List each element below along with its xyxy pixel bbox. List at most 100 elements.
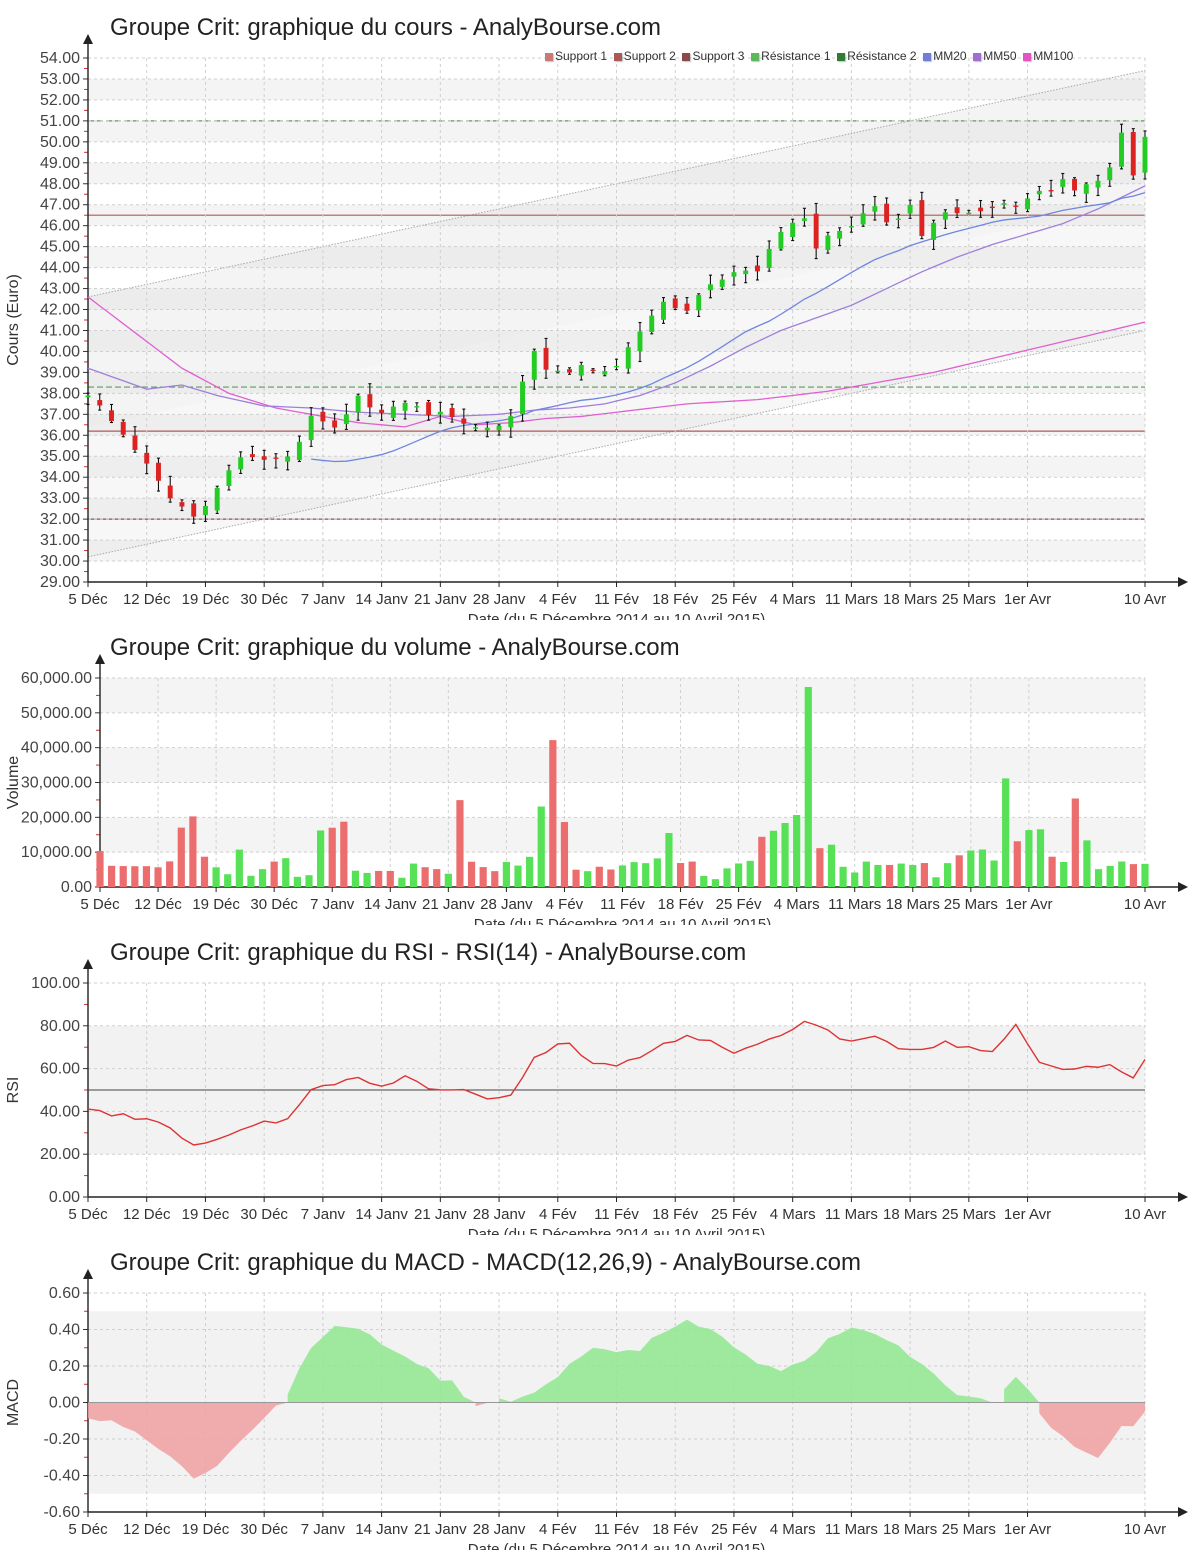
svg-text:11 Fév: 11 Fév <box>594 591 639 608</box>
svg-text:11 Mars: 11 Mars <box>825 591 878 608</box>
svg-text:18 Fév: 18 Fév <box>658 896 704 913</box>
svg-text:48.00: 48.00 <box>40 176 80 193</box>
svg-text:25 Fév: 25 Fév <box>711 591 757 608</box>
svg-text:Date (du 5 Décembre 2014 au 10: Date (du 5 Décembre 2014 au 10 Avril 201… <box>468 1226 765 1235</box>
svg-text:7 Janv: 7 Janv <box>310 896 355 913</box>
svg-text:4 Fév: 4 Fév <box>539 1206 577 1223</box>
svg-text:20.00: 20.00 <box>40 1146 80 1163</box>
svg-text:28 Janv: 28 Janv <box>473 591 526 608</box>
svg-text:52.00: 52.00 <box>40 92 80 109</box>
svg-text:4 Mars: 4 Mars <box>774 896 820 913</box>
svg-text:40.00: 40.00 <box>40 1103 80 1120</box>
svg-text:10 Avr: 10 Avr <box>1124 1206 1166 1223</box>
svg-text:18 Mars: 18 Mars <box>883 591 937 608</box>
svg-text:51.00: 51.00 <box>40 113 80 130</box>
svg-text:0.60: 0.60 <box>49 1285 80 1302</box>
svg-text:54.00: 54.00 <box>40 50 80 67</box>
svg-text:46.00: 46.00 <box>40 218 80 235</box>
svg-text:4 Mars: 4 Mars <box>770 1521 816 1538</box>
svg-text:4 Fév: 4 Fév <box>546 896 584 913</box>
svg-text:42.00: 42.00 <box>40 302 80 319</box>
svg-text:47.00: 47.00 <box>40 197 80 214</box>
svg-text:0.40: 0.40 <box>49 1322 80 1339</box>
svg-text:11 Mars: 11 Mars <box>828 896 881 913</box>
svg-text:-0.60: -0.60 <box>44 1504 81 1521</box>
svg-text:19 Déc: 19 Déc <box>182 1206 230 1223</box>
svg-text:25 Fév: 25 Fév <box>711 1206 757 1223</box>
svg-text:4 Mars: 4 Mars <box>770 591 816 608</box>
svg-text:5 Déc: 5 Déc <box>80 896 120 913</box>
svg-text:Volume: Volume <box>5 756 22 809</box>
svg-text:40,000.00: 40,000.00 <box>21 740 92 757</box>
svg-text:60.00: 60.00 <box>40 1061 80 1078</box>
svg-text:29.00: 29.00 <box>40 574 80 591</box>
svg-text:14 Janv: 14 Janv <box>355 1206 408 1223</box>
svg-text:4 Mars: 4 Mars <box>770 1206 816 1223</box>
svg-text:0.00: 0.00 <box>61 879 92 896</box>
svg-text:100.00: 100.00 <box>31 975 80 992</box>
svg-text:38.00: 38.00 <box>40 385 80 402</box>
svg-text:39.00: 39.00 <box>40 364 80 381</box>
svg-text:18 Mars: 18 Mars <box>883 1206 937 1223</box>
svg-text:30 Déc: 30 Déc <box>240 1206 288 1223</box>
svg-text:11 Fév: 11 Fév <box>594 1206 639 1223</box>
svg-text:25 Mars: 25 Mars <box>942 1206 996 1223</box>
svg-text:5 Déc: 5 Déc <box>68 591 108 608</box>
svg-text:49.00: 49.00 <box>40 155 80 172</box>
svg-text:1er Avr: 1er Avr <box>1005 896 1052 913</box>
svg-text:5 Déc: 5 Déc <box>68 1521 108 1538</box>
svg-text:50,000.00: 50,000.00 <box>21 705 92 722</box>
svg-text:28 Janv: 28 Janv <box>473 1206 526 1223</box>
svg-text:7 Janv: 7 Janv <box>301 591 346 608</box>
svg-text:50.00: 50.00 <box>40 134 80 151</box>
svg-text:Date (du 5 Décembre 2014 au 10: Date (du 5 Décembre 2014 au 10 Avril 201… <box>468 1541 765 1550</box>
svg-text:45.00: 45.00 <box>40 239 80 256</box>
svg-text:37.00: 37.00 <box>40 406 80 423</box>
svg-text:11 Fév: 11 Fév <box>594 1521 639 1538</box>
svg-text:31.00: 31.00 <box>40 532 80 549</box>
svg-text:18 Mars: 18 Mars <box>886 896 940 913</box>
svg-text:MACD: MACD <box>5 1379 22 1426</box>
svg-text:21 Janv: 21 Janv <box>414 1521 467 1538</box>
svg-text:41.00: 41.00 <box>40 322 80 339</box>
svg-text:12 Déc: 12 Déc <box>123 1206 171 1223</box>
svg-text:Date (du 5 Décembre 2014 au 10: Date (du 5 Décembre 2014 au 10 Avril 201… <box>468 611 765 620</box>
svg-text:4 Fév: 4 Fév <box>539 1521 577 1538</box>
svg-text:Cours (Euro): Cours (Euro) <box>5 274 22 366</box>
svg-text:5 Déc: 5 Déc <box>68 1206 108 1223</box>
svg-text:20,000.00: 20,000.00 <box>21 809 92 826</box>
svg-text:0.00: 0.00 <box>49 1189 80 1206</box>
svg-text:10 Avr: 10 Avr <box>1124 591 1166 608</box>
svg-text:4 Fév: 4 Fév <box>539 591 577 608</box>
svg-text:Date (du 5 Décembre 2014 au 10: Date (du 5 Décembre 2014 au 10 Avril 201… <box>474 916 771 925</box>
svg-text:25 Mars: 25 Mars <box>944 896 998 913</box>
svg-text:-0.20: -0.20 <box>44 1431 81 1448</box>
svg-text:43.00: 43.00 <box>40 281 80 298</box>
svg-text:14 Janv: 14 Janv <box>364 896 417 913</box>
svg-text:30 Déc: 30 Déc <box>240 591 288 608</box>
svg-text:RSI: RSI <box>5 1077 22 1104</box>
svg-text:0.20: 0.20 <box>49 1358 80 1375</box>
svg-text:1er Avr: 1er Avr <box>1004 591 1051 608</box>
svg-text:33.00: 33.00 <box>40 490 80 507</box>
svg-text:30.00: 30.00 <box>40 553 80 570</box>
svg-text:11 Mars: 11 Mars <box>825 1206 878 1223</box>
svg-text:7 Janv: 7 Janv <box>301 1521 346 1538</box>
svg-text:11 Fév: 11 Fév <box>600 896 645 913</box>
svg-text:19 Déc: 19 Déc <box>182 591 230 608</box>
svg-text:12 Déc: 12 Déc <box>134 896 182 913</box>
svg-text:18 Fév: 18 Fév <box>652 1521 698 1538</box>
svg-text:36.00: 36.00 <box>40 427 80 444</box>
svg-text:21 Janv: 21 Janv <box>422 896 475 913</box>
svg-text:12 Déc: 12 Déc <box>123 1521 171 1538</box>
svg-text:19 Déc: 19 Déc <box>192 896 240 913</box>
svg-text:25 Fév: 25 Fév <box>716 896 762 913</box>
svg-text:11 Mars: 11 Mars <box>825 1521 878 1538</box>
svg-text:25 Fév: 25 Fév <box>711 1521 757 1538</box>
svg-text:14 Janv: 14 Janv <box>355 591 408 608</box>
svg-text:14 Janv: 14 Janv <box>355 1521 408 1538</box>
svg-text:12 Déc: 12 Déc <box>123 591 171 608</box>
svg-text:18 Mars: 18 Mars <box>883 1521 937 1538</box>
svg-text:-0.40: -0.40 <box>44 1468 81 1485</box>
svg-text:7 Janv: 7 Janv <box>301 1206 346 1223</box>
